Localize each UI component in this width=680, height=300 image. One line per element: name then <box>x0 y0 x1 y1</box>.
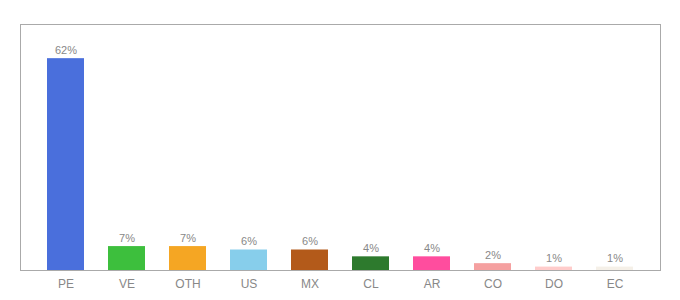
svg-text:7%: 7% <box>119 232 135 244</box>
svg-text:EC: EC <box>607 277 624 291</box>
svg-text:62%: 62% <box>55 44 77 56</box>
svg-text:AR: AR <box>424 277 441 291</box>
svg-text:VE: VE <box>119 277 135 291</box>
svg-text:6%: 6% <box>241 235 257 247</box>
svg-text:MX: MX <box>301 277 319 291</box>
svg-text:1%: 1% <box>607 252 623 264</box>
svg-text:6%: 6% <box>302 235 318 247</box>
svg-text:CO: CO <box>484 277 502 291</box>
svg-text:4%: 4% <box>424 242 440 254</box>
svg-text:7%: 7% <box>180 232 196 244</box>
svg-text:DO: DO <box>545 277 563 291</box>
svg-text:1%: 1% <box>546 252 562 264</box>
svg-text:US: US <box>241 277 258 291</box>
svg-text:OTH: OTH <box>175 277 200 291</box>
svg-text:4%: 4% <box>363 242 379 254</box>
svg-text:2%: 2% <box>485 249 501 261</box>
svg-text:PE: PE <box>58 277 74 291</box>
svg-text:CL: CL <box>363 277 379 291</box>
